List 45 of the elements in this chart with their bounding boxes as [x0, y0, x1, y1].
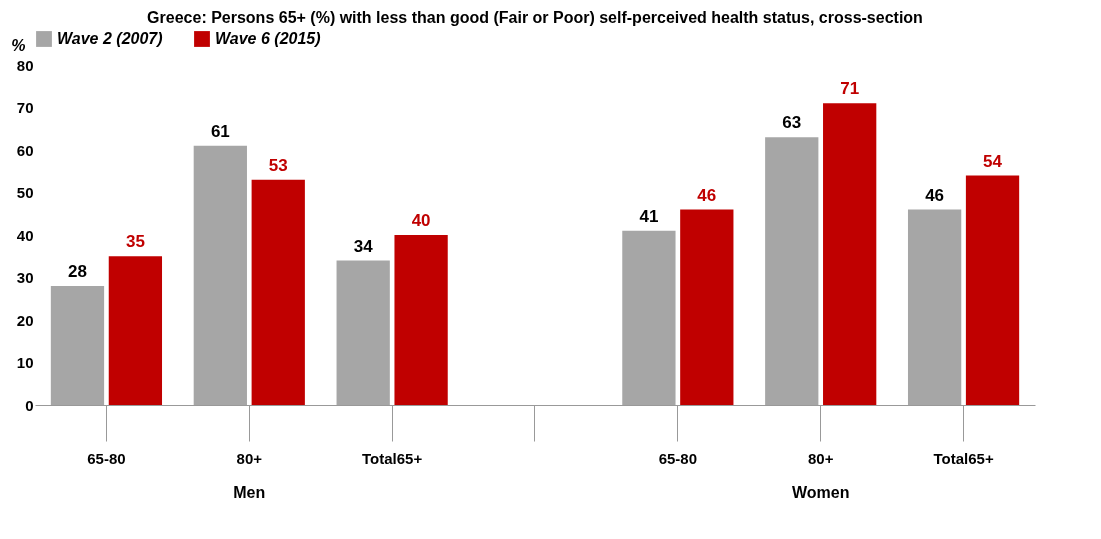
bar — [394, 235, 448, 405]
bar — [965, 175, 1020, 405]
x-tick-label: 80+ — [807, 449, 834, 467]
bar — [765, 137, 819, 405]
y-tick-label: 80 — [16, 56, 34, 74]
y-tick-label: 20 — [16, 311, 34, 329]
x-tick-label: 65-80 — [658, 449, 698, 467]
text: Men — [233, 484, 266, 501]
y-tick-label: 70 — [16, 99, 34, 116]
bar — [50, 286, 105, 405]
y-axis-title: % — [11, 36, 26, 54]
y-tick-label: 10 — [16, 354, 34, 371]
data-label: 41 — [639, 206, 659, 226]
legend-label: Wave 2 (2007) — [57, 30, 163, 47]
data-label: 54 — [983, 151, 1003, 171]
data-label: 46 — [925, 185, 945, 205]
data-label: 71 — [840, 79, 860, 99]
x-tick-label: 65-80 — [87, 449, 126, 467]
bar — [823, 103, 877, 405]
y-tick-label: 60 — [16, 141, 34, 159]
x-tick-label: Total65+ — [362, 449, 423, 467]
data-label: 61 — [210, 121, 230, 141]
bar — [108, 256, 163, 405]
data-label: 28 — [68, 262, 87, 281]
x-tick-label: Total65+ — [933, 449, 994, 467]
data-label: 35 — [125, 232, 145, 252]
bar — [907, 209, 962, 405]
chart-title: Greece: Persons 65+ (%) with less than good (Fair or Poor) self-perceived health status, cross-section — [147, 9, 923, 26]
bar — [336, 260, 390, 405]
y-tick-label: 50 — [16, 184, 34, 201]
x-tick-label: 80+ — [236, 449, 263, 467]
text: Women — [791, 484, 850, 501]
bar — [622, 230, 676, 405]
legend-label: Wave 6 (2015) — [215, 30, 321, 47]
y-tick-label: 0 — [25, 396, 34, 414]
data-label: 40 — [411, 211, 431, 230]
y-tick-label: 30 — [16, 269, 34, 286]
data-label: 46 — [697, 185, 717, 205]
bar — [193, 145, 247, 405]
data-label: 53 — [268, 155, 288, 175]
data-label: 34 — [353, 236, 374, 256]
y-tick-label: 40 — [16, 226, 34, 244]
bar — [251, 179, 305, 405]
bar — [680, 209, 734, 405]
data-label: 63 — [782, 113, 802, 133]
